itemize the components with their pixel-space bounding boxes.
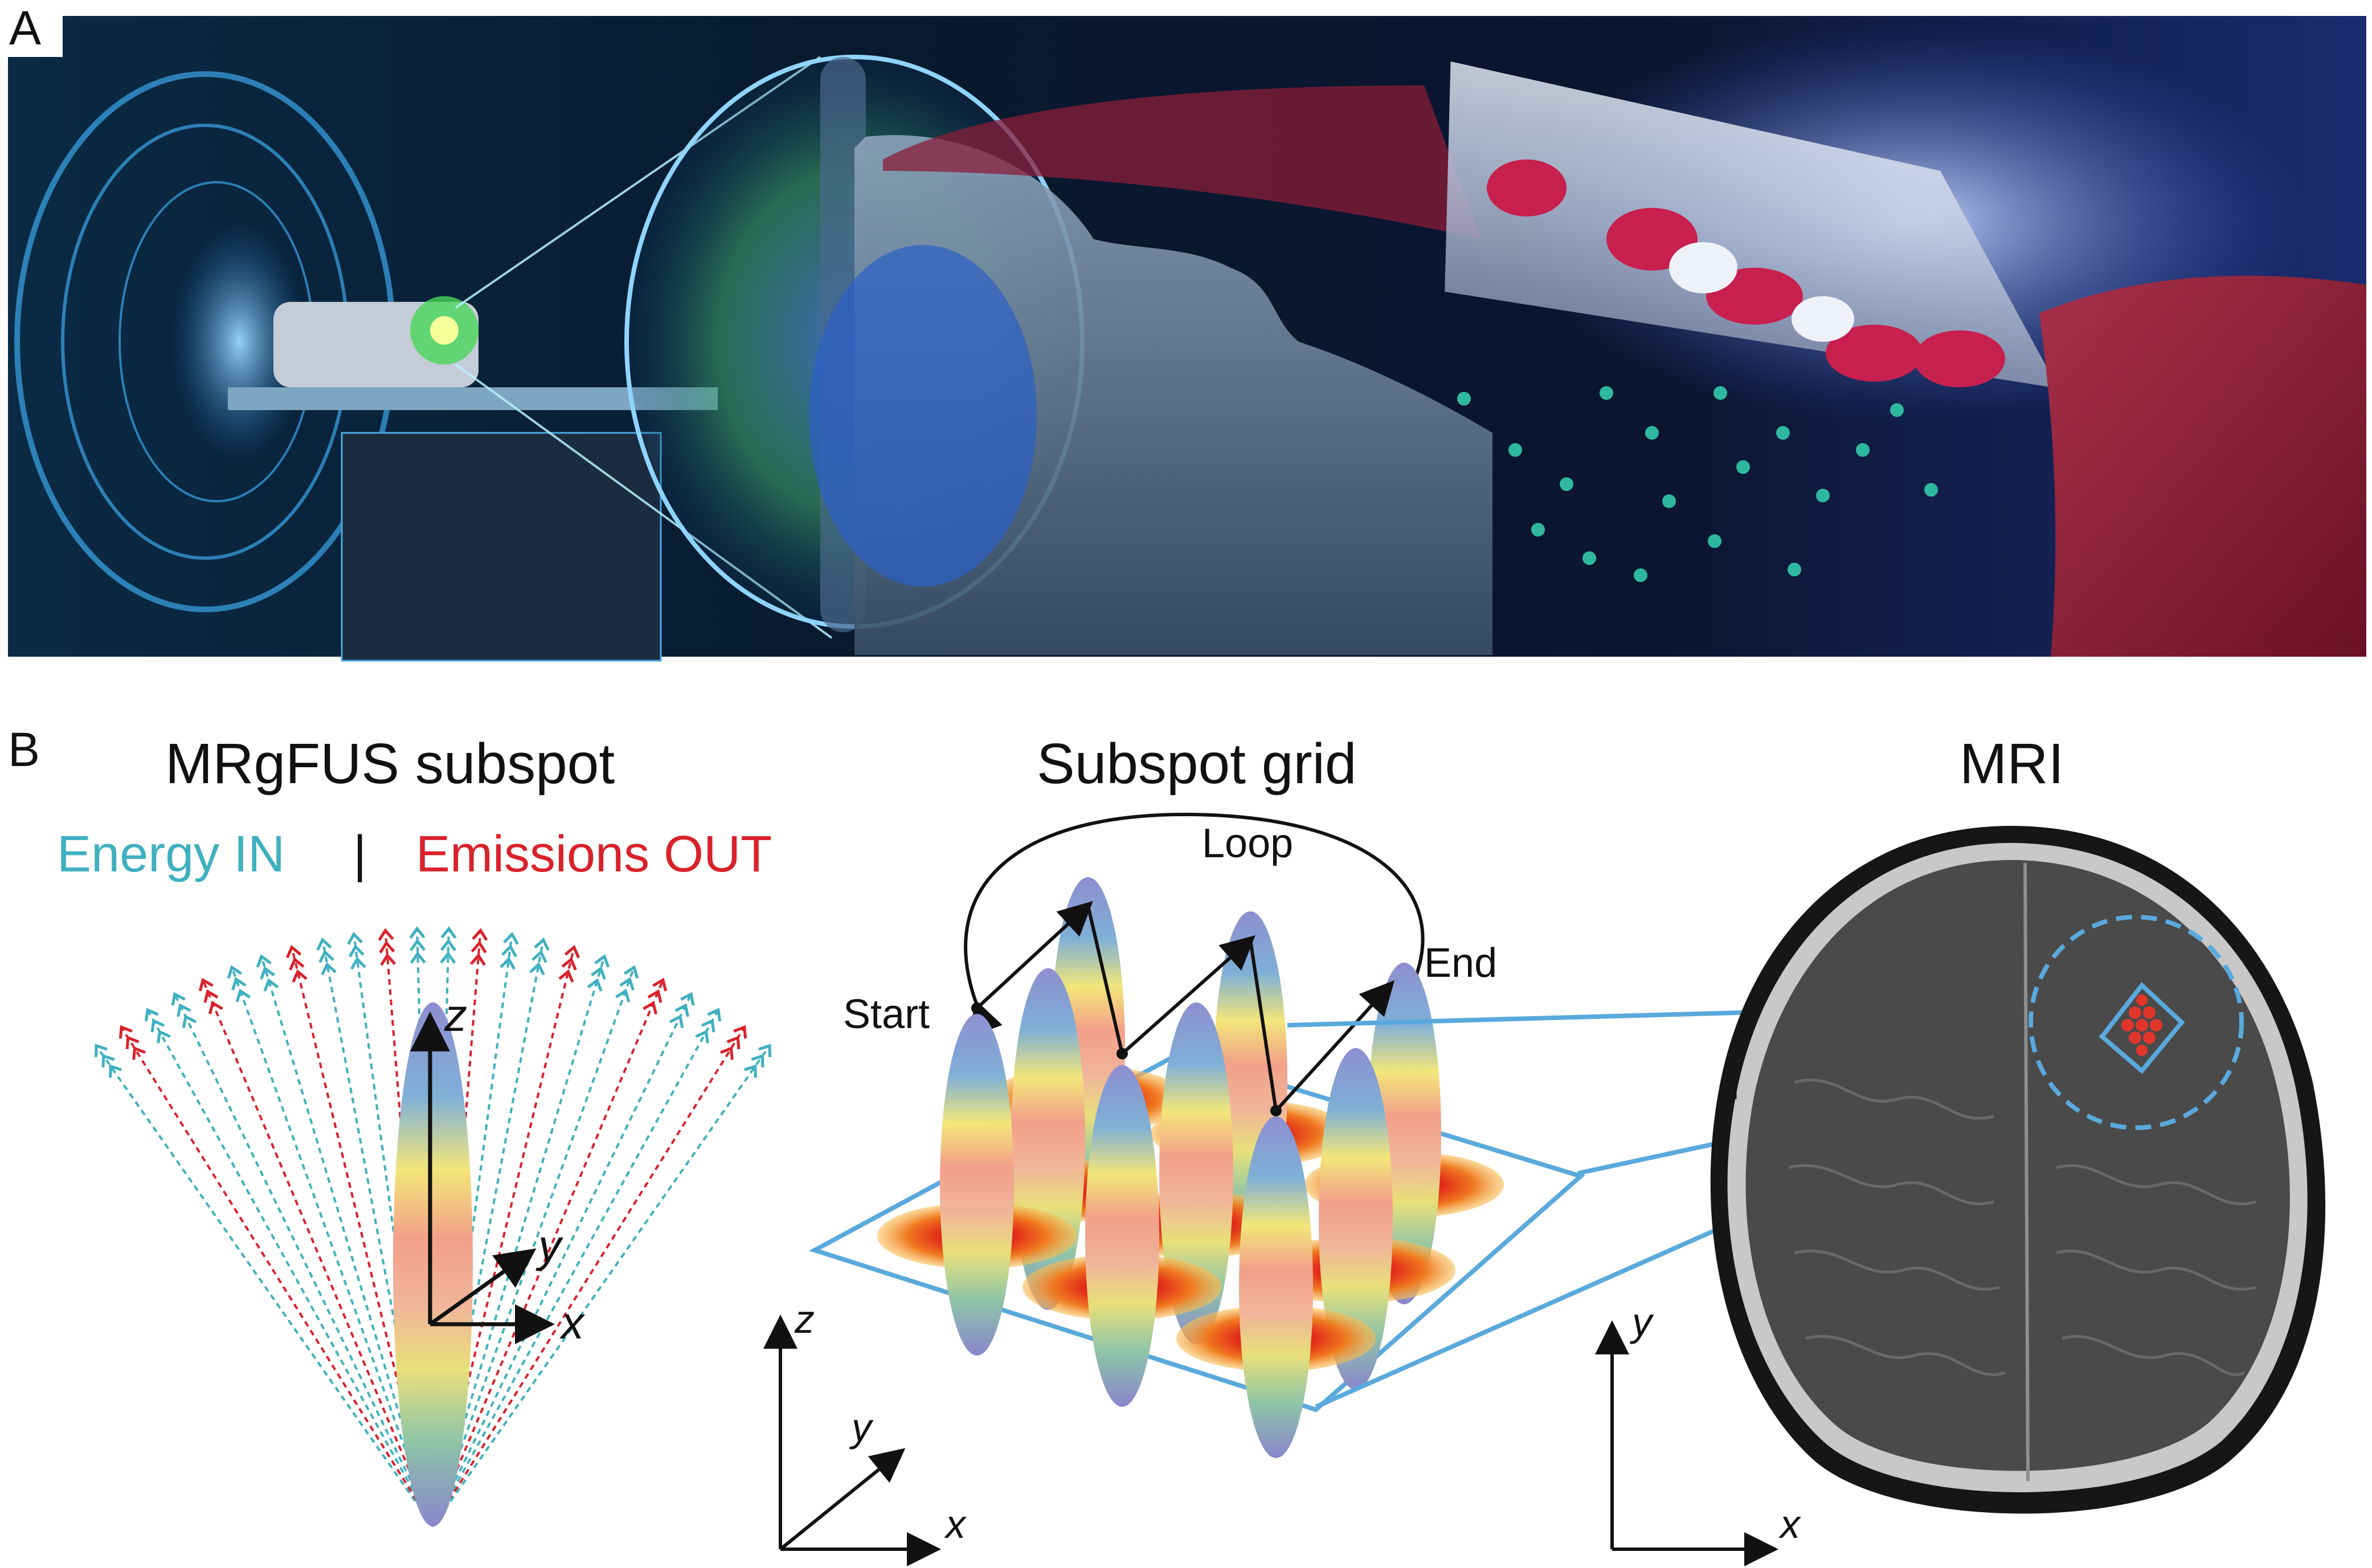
ray-line <box>432 947 575 1527</box>
ray-arrowhead <box>669 992 695 1029</box>
ray-arrowhead <box>144 1008 171 1043</box>
grid-axis-y: y <box>849 1405 874 1450</box>
ray-line <box>146 1009 434 1527</box>
target-region-circle <box>2029 915 2244 1130</box>
mri-axis-x: x <box>1778 1502 1802 1546</box>
panel-a: A <box>0 0 2366 662</box>
ray-line <box>432 993 692 1527</box>
grid-subspot-ellipsoid <box>940 1014 1014 1356</box>
panel-a-label-box <box>0 0 63 57</box>
ray-arrowhead <box>529 937 550 976</box>
ray-arrowhead <box>409 926 426 964</box>
ray-line <box>432 939 545 1527</box>
ray-line <box>432 956 606 1527</box>
grid-panel: Subspot grid Loop Start End z y x <box>763 732 1586 1566</box>
ray-arrowhead <box>347 932 366 970</box>
raster-path <box>975 900 1395 1112</box>
ray-arrowhead <box>227 965 251 1002</box>
ray-line <box>120 1026 434 1528</box>
grid-subspot-ellipsoid <box>1085 1065 1159 1407</box>
ray-line <box>291 947 434 1527</box>
subspot-panel: MRgFUS subspot Energy IN | Emissions OUT… <box>57 732 772 1528</box>
grid-title: Subspot grid <box>1037 732 1356 796</box>
mri-title: MRI <box>1960 732 2064 796</box>
ray-line <box>432 1045 771 1528</box>
ray-line <box>432 934 513 1527</box>
grid-subspot-ellipsoid <box>1159 1002 1233 1344</box>
subspot-axis-x: x <box>559 1297 586 1348</box>
panel-b-label: B <box>8 723 40 776</box>
mri-axes <box>1595 1320 1778 1566</box>
ray-arrowhead <box>643 977 668 1015</box>
beam-to-vessel <box>883 85 1481 239</box>
grid-axis-z: z <box>794 1297 815 1341</box>
ray-line <box>432 967 635 1527</box>
subspot-axes <box>410 1012 555 1344</box>
energy-in-label: Energy IN <box>57 826 285 883</box>
end-label: End <box>1424 940 1497 986</box>
subspot-ellipsoid <box>393 1002 473 1526</box>
subspot-axis-z: z <box>444 990 467 1041</box>
ray-line <box>432 979 664 1527</box>
mri-panel: MRI y <box>1595 732 2326 1566</box>
target-subspots <box>2121 994 2162 1056</box>
patient-head-illustration <box>854 135 1492 655</box>
ray-line <box>432 1009 719 1527</box>
ray-line <box>95 1045 434 1528</box>
ray-arrowhead <box>469 928 488 966</box>
ray-arrowhead <box>695 1008 722 1043</box>
ray-arrowhead <box>720 1025 747 1060</box>
subspot-array <box>877 877 1504 1458</box>
ray-line <box>174 993 434 1527</box>
ray-arrowhead <box>378 928 396 966</box>
ray-arrowhead <box>558 945 580 983</box>
ray-arrowhead <box>743 1043 772 1078</box>
grid-axes <box>763 1315 941 1566</box>
ray-arrowhead <box>286 945 308 983</box>
blood-vessel-illustration <box>1445 61 2366 657</box>
ray-arrowhead <box>316 937 337 976</box>
ray-line <box>202 979 434 1527</box>
ray-line <box>260 956 434 1527</box>
path-nodes <box>971 1002 1282 1116</box>
ray-arrowhead <box>587 954 610 992</box>
mri-axis-y: y <box>1630 1300 1654 1344</box>
ray-arrowhead <box>198 977 223 1015</box>
ray-line <box>353 934 434 1527</box>
ray-line <box>432 1026 746 1528</box>
brain-mri-scan <box>1710 826 2326 1514</box>
subspot-axis-y: y <box>535 1221 564 1271</box>
subspot-title: MRgFUS subspot <box>165 732 615 796</box>
loop-arrow <box>964 812 1425 1037</box>
ray-line <box>231 967 434 1527</box>
ray-arrowhead <box>118 1025 146 1060</box>
emissions-out-label: Emissions OUT <box>416 826 772 883</box>
ray-arrowhead <box>171 992 197 1029</box>
ray-line <box>321 939 434 1527</box>
loop-label: Loop <box>1202 821 1293 866</box>
start-label: Start <box>843 992 930 1037</box>
grid-subspot-ellipsoid <box>1319 1048 1393 1390</box>
ray-arrowhead <box>256 954 279 992</box>
grid-axis-x: x <box>944 1502 967 1546</box>
target-grid-outline <box>2099 982 2185 1074</box>
separator: | <box>353 826 366 883</box>
grid-subspot-ellipsoid <box>1239 1116 1313 1458</box>
ray-arrowhead <box>440 926 457 964</box>
drug-particles <box>1457 386 1938 582</box>
ray-arrowhead <box>500 932 519 970</box>
panel-a-label: A <box>9 1 41 55</box>
ray-arrowhead <box>615 965 639 1002</box>
ray-arrowhead <box>94 1043 122 1078</box>
